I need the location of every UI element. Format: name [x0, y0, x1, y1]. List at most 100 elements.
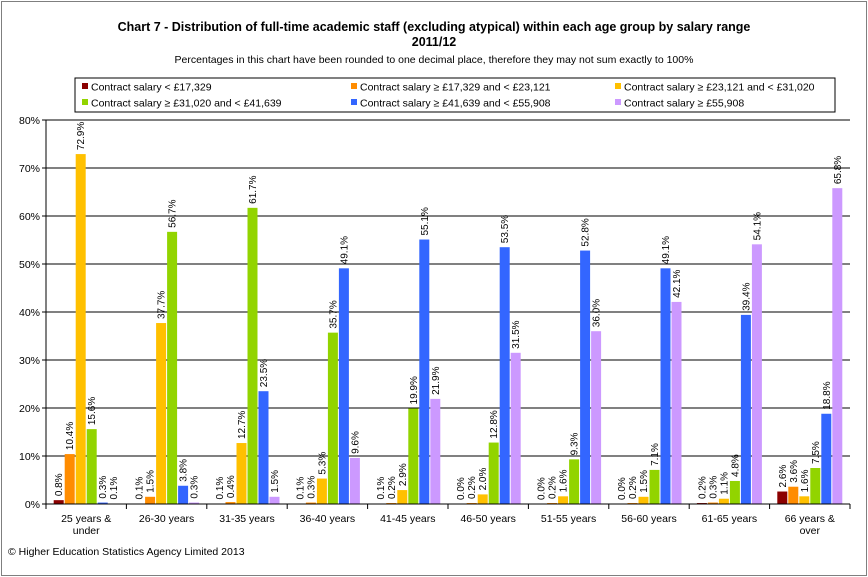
y-tick-label: 80% — [19, 115, 40, 127]
bar-value-label: 0.3% — [190, 476, 201, 499]
bar-value-label: 5.3% — [317, 452, 328, 475]
bar — [477, 494, 488, 504]
legend-entry: Contract salary ≥ £23,121 and < £31,020 — [624, 82, 815, 94]
bar — [488, 442, 499, 504]
bar-value-label: 39.4% — [741, 282, 752, 310]
bar-value-label: 12.8% — [489, 410, 500, 438]
y-tick-label: 60% — [19, 211, 40, 223]
bar — [408, 408, 419, 504]
bar — [178, 485, 189, 504]
bar-value-label: 49.1% — [339, 236, 350, 264]
x-tick-label: 36-40 years — [300, 513, 355, 525]
bar — [349, 457, 360, 504]
bar — [751, 244, 762, 504]
bar-value-label: 0.1% — [135, 477, 146, 500]
bar-value-label: 0.3% — [98, 476, 109, 499]
bar-value-label: 15.6% — [87, 397, 98, 425]
bar-value-label: 0.3% — [708, 476, 719, 499]
bar-value-label: 4.8% — [730, 454, 741, 477]
bar — [718, 498, 729, 504]
bar-value-label: 65.8% — [833, 156, 844, 184]
bar — [338, 268, 349, 504]
bar-value-label: 54.1% — [752, 212, 763, 240]
bar-value-label: 55.1% — [420, 207, 431, 235]
bar — [247, 207, 258, 504]
x-tick-label: 61-65 years — [702, 513, 757, 525]
bar-value-label: 3.8% — [179, 459, 190, 482]
y-tick-label: 20% — [19, 403, 40, 415]
bar — [189, 502, 200, 504]
legend-entry: Contract salary ≥ £17,329 and < £23,121 — [360, 82, 551, 94]
bar — [269, 496, 280, 504]
y-tick-label: 50% — [19, 259, 40, 271]
bar-value-label: 0.0% — [537, 477, 548, 500]
bar — [430, 398, 441, 504]
bar — [64, 454, 75, 504]
bar — [729, 480, 740, 504]
y-tick-label: 0% — [25, 499, 40, 511]
bar-value-label: 7.5% — [811, 441, 822, 464]
axes: 0% 10% 20% 30% 40% 50% 60% 70% 80% 25 years &unde… — [19, 115, 851, 537]
bar-value-label: 1.5% — [270, 470, 281, 493]
bar — [660, 268, 671, 504]
legend-entry: Contract salary ≥ £55,908 — [624, 98, 744, 110]
bar — [167, 231, 178, 504]
bar-value-label: 18.8% — [822, 381, 833, 409]
legend-swatch — [351, 83, 357, 89]
bar-value-label: 0.1% — [215, 477, 226, 500]
legend: Contract salary < £17,329 Contract salary… — [74, 77, 836, 113]
bar — [799, 496, 810, 504]
bar — [821, 413, 832, 504]
bar-value-label: 35.7% — [328, 300, 339, 328]
legend-swatch — [615, 83, 621, 89]
chart-title: Chart 7 - Distribution of full-time acad… — [0, 20, 868, 50]
bar-value-label: 0.1% — [295, 477, 306, 500]
bar-value-label: 2.6% — [778, 465, 789, 488]
bar — [569, 459, 580, 504]
bar — [638, 496, 649, 504]
x-tick-label: 41-45 years — [380, 513, 435, 525]
bar — [97, 502, 108, 504]
bar-value-label: 61.7% — [248, 175, 259, 203]
bar-value-label: 72.9% — [76, 122, 87, 150]
bar-value-label: 10.4% — [65, 422, 76, 450]
legend-swatch — [351, 99, 357, 105]
bar — [236, 443, 247, 504]
y-tick-label: 10% — [19, 451, 40, 463]
chart-subtitle: Percentages in this chart have been roun… — [174, 54, 694, 66]
x-tick-label: 56-60 years — [621, 513, 676, 525]
bar-value-label: 0.2% — [387, 476, 398, 499]
bars — [53, 154, 843, 504]
bar — [145, 496, 156, 504]
bar-value-label: 19.9% — [409, 376, 420, 404]
bar-value-label: 0.2% — [467, 476, 478, 499]
bar-value-label: 36.0% — [592, 299, 603, 327]
x-tick-label: 31-35 years — [219, 513, 274, 525]
bar — [649, 469, 660, 504]
bar — [419, 239, 430, 504]
bar — [397, 490, 408, 504]
chart-title-line1: Chart 7 - Distribution of full-time acad… — [117, 20, 751, 34]
legend-swatch — [82, 99, 88, 105]
bar — [580, 250, 591, 504]
legend-entry: Contract salary < £17,329 — [91, 82, 212, 94]
bar — [591, 331, 602, 504]
x-tick-label: 51-55 years — [541, 513, 596, 525]
bar-value-label: 42.1% — [672, 269, 683, 297]
bar-value-label: 37.7% — [157, 291, 168, 319]
bar — [777, 491, 788, 504]
bar-value-label: 0.2% — [628, 476, 639, 499]
bar — [86, 429, 97, 504]
y-tick-label: 70% — [19, 163, 40, 175]
legend-entry: Contract salary ≥ £31,020 and < £41,639 — [91, 98, 282, 110]
bar-value-label: 0.4% — [226, 475, 237, 498]
legend-swatch — [615, 99, 621, 105]
bar-value-label: 1.5% — [639, 470, 650, 493]
legend-box — [74, 77, 836, 113]
bar-value-label: 12.7% — [237, 411, 248, 439]
bar-value-label: 0.8% — [54, 473, 65, 496]
bar — [832, 188, 843, 504]
bar-value-label: 1.6% — [559, 469, 570, 492]
bar — [75, 154, 86, 504]
